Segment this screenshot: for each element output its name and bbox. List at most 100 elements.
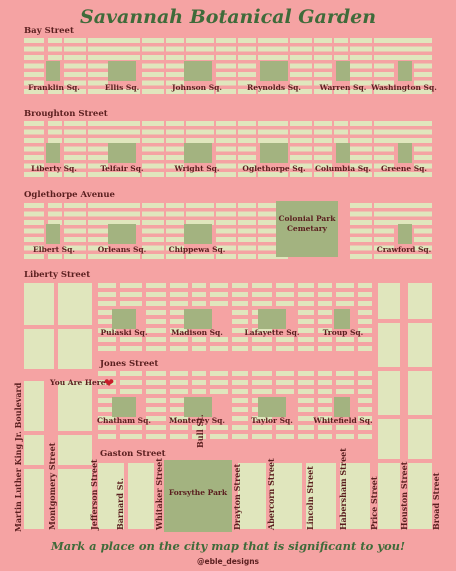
city-block: [186, 55, 214, 60]
city-block: [142, 138, 164, 143]
city-block: [232, 389, 248, 394]
city-block: [394, 220, 414, 225]
city-block: [170, 425, 188, 430]
city-block: [108, 121, 140, 126]
city-block: [318, 301, 332, 306]
city-block: [88, 146, 108, 152]
square-green: [108, 61, 136, 81]
city-block: [298, 371, 314, 376]
city-block: [64, 63, 86, 69]
heart-icon[interactable]: ❤: [104, 376, 115, 390]
city-block: [232, 398, 248, 403]
city-block: [186, 254, 214, 259]
city-block: [374, 38, 394, 43]
city-block: [232, 283, 248, 288]
city-block: [24, 46, 44, 52]
city-block: [298, 301, 314, 306]
city-block: [64, 55, 86, 60]
city-block: [374, 138, 394, 143]
city-block: [48, 211, 62, 217]
city-block: [186, 129, 214, 135]
city-block: [108, 138, 140, 143]
city-block: [414, 138, 432, 143]
city-block: [216, 155, 236, 160]
city-block: [98, 434, 116, 439]
city-block: [24, 203, 44, 208]
city-block: [238, 203, 256, 208]
city-block: [216, 80, 236, 86]
city-block: [48, 138, 62, 143]
city-block: [374, 237, 394, 242]
square-green: [260, 143, 288, 163]
city-block: [334, 89, 348, 94]
city-block: [408, 371, 432, 415]
city-block: [98, 371, 116, 376]
square-green: [184, 224, 212, 244]
city-block: [24, 55, 44, 60]
city-block: [238, 46, 256, 52]
city-block: [48, 55, 62, 60]
city-block: [48, 129, 62, 135]
city-block: [414, 121, 432, 126]
city-block: [298, 407, 314, 412]
city-block: [108, 220, 140, 225]
city-block: [88, 155, 108, 160]
city-block: [238, 237, 256, 242]
city-block: [146, 434, 166, 439]
city-block: [334, 121, 348, 126]
city-block: [314, 172, 332, 177]
city-block: [318, 398, 332, 403]
city-block: [192, 389, 206, 394]
city-block: [170, 416, 188, 421]
city-block: [298, 434, 314, 439]
square-franklin: Franklin Sq.: [28, 83, 80, 92]
city-block: [336, 283, 354, 288]
city-block: [350, 155, 372, 160]
city-block: [290, 129, 312, 135]
city-block: [374, 55, 394, 60]
city-block: [88, 211, 108, 217]
city-block: [258, 228, 288, 234]
city-block: [394, 172, 414, 177]
city-block: [186, 38, 214, 43]
city-block: [58, 435, 92, 465]
city-block: [146, 328, 166, 333]
city-block: [350, 121, 372, 126]
city-block: [298, 425, 314, 430]
city-block: [88, 228, 108, 234]
city-block: [258, 55, 288, 60]
city-block: [378, 371, 400, 415]
city-block: [318, 389, 332, 394]
city-block: [290, 172, 312, 177]
city-block: [142, 211, 164, 217]
city-block: [120, 283, 142, 288]
city-block: [210, 371, 228, 376]
city-block: [88, 63, 108, 69]
city-block: [298, 292, 314, 297]
street-lincoln: Lincoln Street: [305, 466, 315, 530]
city-block: [210, 434, 228, 439]
street-gaston: Gaston Street: [100, 449, 166, 459]
city-block: [98, 310, 116, 315]
square-green: [398, 143, 412, 163]
city-block: [394, 129, 414, 135]
city-block: [216, 138, 236, 143]
city-block: [252, 292, 272, 297]
city-block: [414, 63, 432, 69]
city-block: [48, 254, 62, 259]
city-block: [216, 203, 236, 208]
city-block: [290, 146, 312, 152]
city-block: [252, 337, 272, 342]
city-block: [314, 89, 332, 94]
city-block: [314, 129, 332, 135]
city-block: [48, 121, 62, 126]
city-block: [270, 463, 302, 529]
city-block: [216, 237, 236, 242]
city-block: [146, 292, 166, 297]
city-block: [414, 155, 432, 160]
city-block: [64, 72, 86, 77]
city-block: [318, 337, 332, 342]
city-block: [48, 46, 62, 52]
city-block: [88, 245, 108, 251]
city-block: [414, 245, 432, 251]
